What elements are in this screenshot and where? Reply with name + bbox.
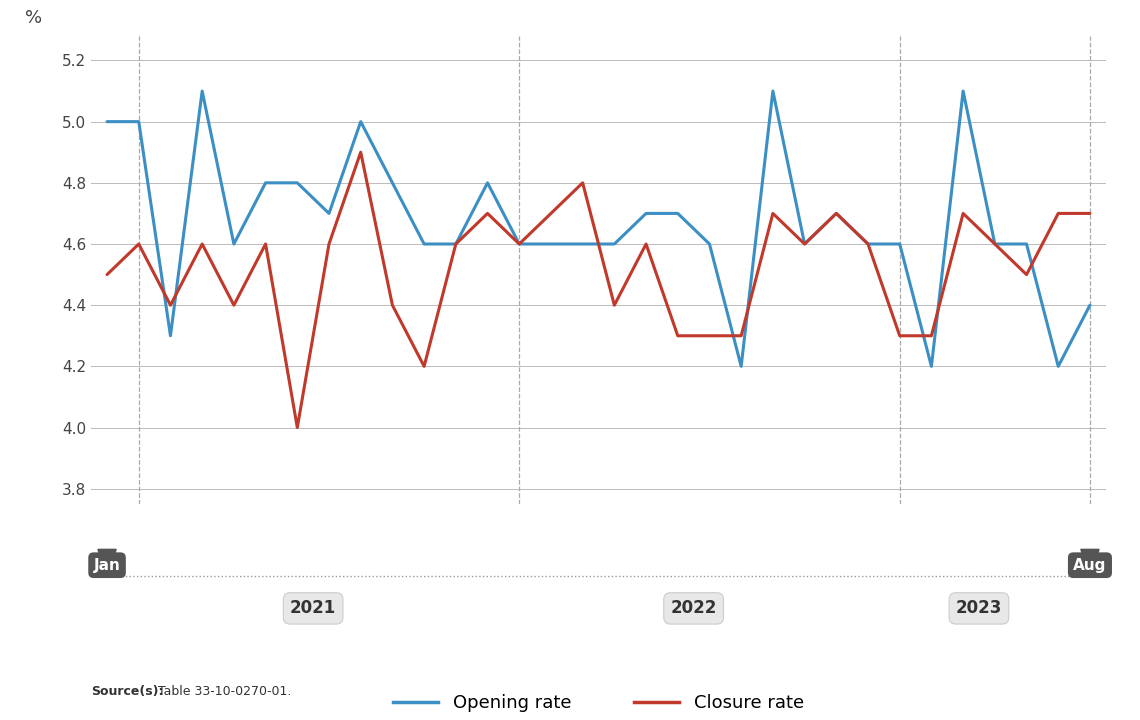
Text: Source(s):: Source(s): bbox=[91, 685, 164, 698]
Polygon shape bbox=[98, 549, 116, 576]
Text: Table 33-10-0270-01.: Table 33-10-0270-01. bbox=[154, 685, 292, 698]
Text: Jan: Jan bbox=[93, 558, 121, 572]
Legend: Opening rate, Closure rate: Opening rate, Closure rate bbox=[385, 687, 812, 719]
Text: Aug: Aug bbox=[1073, 558, 1107, 572]
Text: 2022: 2022 bbox=[670, 599, 717, 618]
Text: %: % bbox=[25, 9, 42, 27]
Text: 2021: 2021 bbox=[290, 599, 336, 618]
Text: 2023: 2023 bbox=[955, 599, 1002, 618]
Polygon shape bbox=[1081, 549, 1099, 576]
